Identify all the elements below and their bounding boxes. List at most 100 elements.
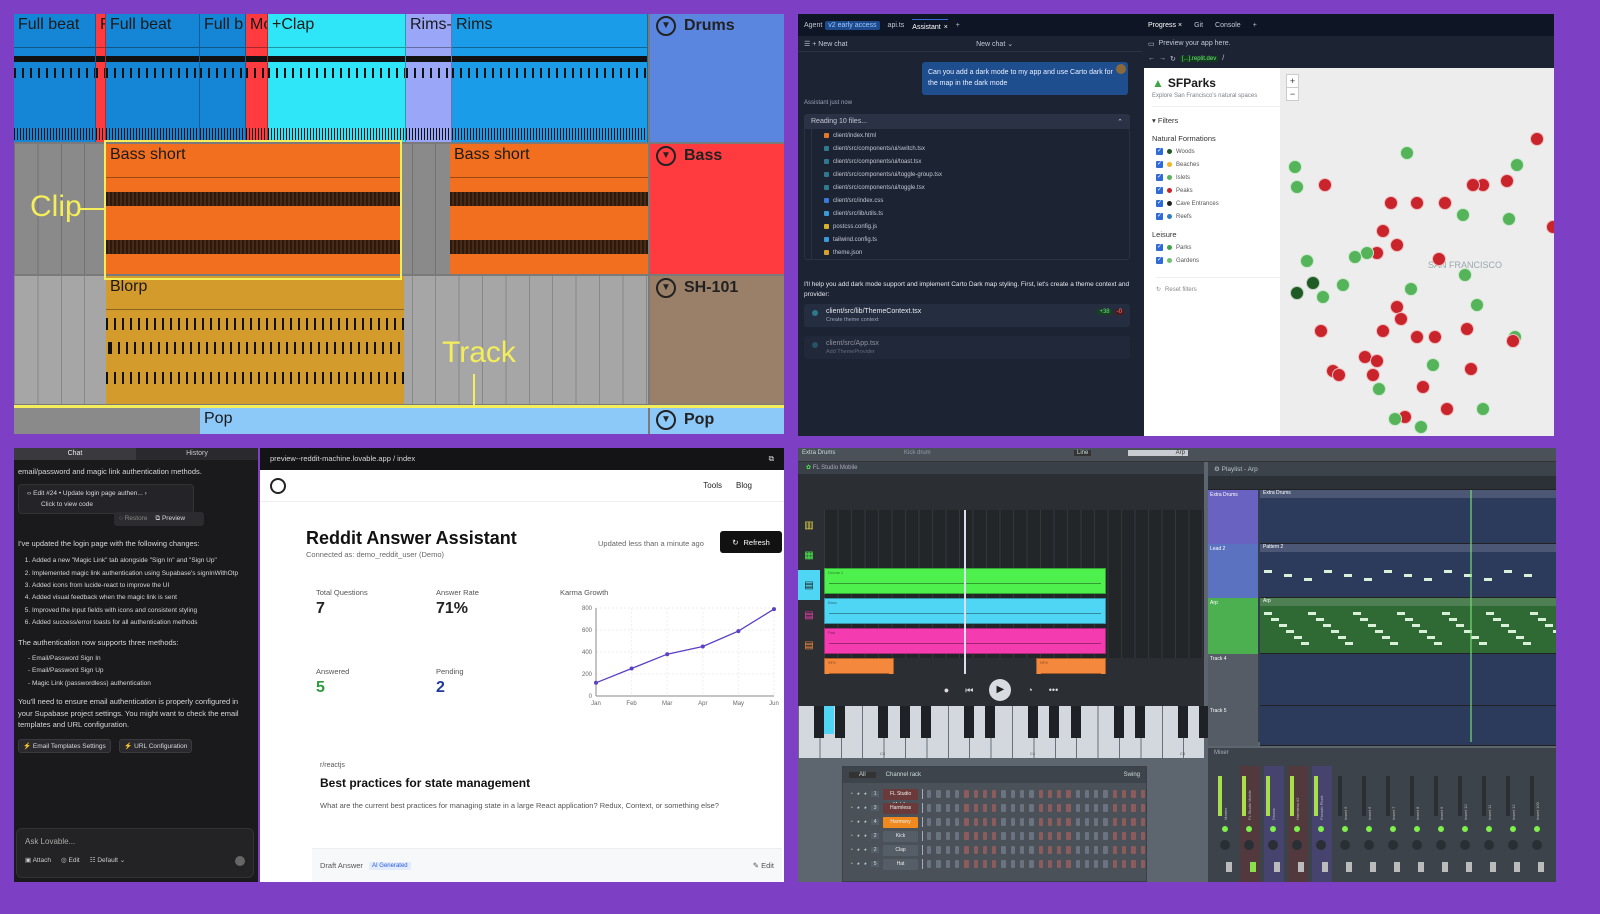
blorp-clip[interactable]: Blorp [106,276,404,404]
step-button[interactable] [1066,846,1071,854]
mixer-channel[interactable]: Insert 12 [1504,766,1524,882]
step-button[interactable] [1103,860,1108,868]
step-button[interactable] [992,818,997,826]
step-button[interactable] [1057,818,1062,826]
step-button[interactable] [1029,860,1034,868]
play-button[interactable]: ▶ [989,679,1012,701]
step-button[interactable] [1103,818,1108,826]
step-button[interactable] [936,832,941,840]
mixer-channel[interactable]: FL Studio Mobile [1240,766,1260,882]
tab-assistant[interactable]: Assistant × [912,19,948,31]
map-marker[interactable] [1470,298,1484,312]
step-button[interactable] [1038,790,1043,798]
edit-card[interactable]: ‹› Edit #24 • Update login page authen..… [18,483,194,514]
step-button[interactable] [954,818,960,826]
map-marker[interactable] [1360,246,1374,260]
step-button[interactable] [1131,860,1136,868]
channel-button[interactable]: Harmony [883,816,918,828]
step-button[interactable] [1047,790,1053,798]
filters-toggle[interactable]: ▾ Filters [1152,116,1179,125]
step-button[interactable] [1047,818,1053,826]
file-item[interactable]: client/src/components/ui/switch.tsx [811,142,1129,155]
mixer-channel[interactable]: Drums [1264,766,1284,882]
step-button[interactable] [1057,846,1062,854]
step-button[interactable] [1122,790,1127,798]
step-button[interactable] [1010,846,1015,854]
step-button[interactable] [1122,846,1127,854]
map[interactable]: + − SAN FRANCISCO [1280,68,1554,436]
step-button[interactable] [945,832,950,840]
rewind-button[interactable]: ⏮ [965,684,974,695]
map-marker[interactable] [1510,158,1524,172]
file-change-card[interactable]: client/src/lib/ThemeContext.tsx Create t… [804,304,1130,327]
step-button[interactable] [1122,818,1127,826]
step-button[interactable] [1112,846,1118,854]
step-button[interactable] [927,860,932,868]
playlist-track-header[interactable]: Track 5 [1208,706,1258,746]
map-marker[interactable] [1426,358,1440,372]
step-button[interactable] [1140,818,1145,826]
mixer-channel[interactable]: Insert 10 [1456,766,1476,882]
map-marker[interactable] [1456,208,1470,222]
track-header-drums[interactable]: ▼ Drums [650,14,784,142]
step-button[interactable] [1131,832,1136,840]
step-button[interactable] [927,846,932,854]
add-tab-icon[interactable]: + [1252,21,1257,29]
step-button[interactable] [1029,818,1034,826]
filter-checkbox[interactable]: ✓ Beaches [1156,161,1200,168]
playlist-track-header[interactable]: Lead 2 [1208,544,1258,598]
mixer-channel[interactable]: Insert 9 [1432,766,1452,882]
step-button[interactable] [936,790,941,798]
step-button[interactable] [1066,832,1071,840]
keys-icon[interactable]: ▤ [804,639,814,651]
step-button[interactable] [1029,804,1034,812]
tab-api-ts[interactable]: api.ts [887,21,905,29]
step-button[interactable] [936,860,941,868]
map-marker[interactable] [1438,196,1452,210]
step-button[interactable] [982,804,988,812]
tempo-button[interactable]: ◔ [1027,685,1033,695]
step-button[interactable] [1084,804,1090,812]
black-key[interactable] [835,706,846,738]
step-button[interactable] [945,790,950,798]
fold-toggle-icon[interactable]: ▼ [656,16,676,36]
step-button[interactable] [973,846,978,854]
zoom-out-button[interactable]: − [1287,87,1298,100]
playlist-lane[interactable]: Extra Drums [1260,490,1556,544]
zoom-in-button[interactable]: + [1289,76,1296,86]
step-button[interactable] [954,846,960,854]
mixer-channel[interactable]: Insert 6 [1360,766,1380,882]
pop-clip[interactable]: Pop [200,408,648,434]
step-button[interactable] [1131,790,1136,798]
map-marker[interactable] [1410,196,1424,210]
mixer-channel[interactable]: Insert 8 [1408,766,1428,882]
step-button[interactable] [945,860,950,868]
map-marker[interactable] [1316,290,1330,304]
mode-dropdown[interactable]: ☷ Default ⌄ [89,857,126,864]
black-key[interactable] [1135,706,1145,738]
mixer-channel[interactable]: Insert 7 [1384,766,1404,882]
file-item[interactable]: postcss.config.js [811,220,1129,233]
drum-clip[interactable]: Rims- [406,14,452,142]
step-button[interactable] [1019,860,1025,868]
step-button[interactable] [1094,804,1099,812]
black-key[interactable] [1199,706,1210,738]
close-icon[interactable]: × [943,24,948,31]
step-button[interactable] [1112,818,1118,826]
swing-slider[interactable]: Swing [1123,772,1140,778]
step-button[interactable] [1038,804,1043,812]
map-marker[interactable] [1390,238,1404,252]
playlist-track-header[interactable]: Arp [1208,598,1258,654]
tab-chat[interactable]: Chat [14,448,136,460]
step-button[interactable] [1112,790,1118,798]
step-button[interactable] [1084,832,1090,840]
filter-checkbox[interactable]: ✓ Woods [1156,148,1195,155]
step-button[interactable] [1084,846,1090,854]
map-marker[interactable] [1370,354,1384,368]
snap-mode-dropdown[interactable]: Line [1074,450,1092,456]
step-button[interactable] [1047,832,1053,840]
email-templates-chip[interactable]: ⚡ Email Templates Settings [18,738,111,753]
record-button[interactable]: ● [943,685,950,695]
playhead[interactable] [964,510,966,674]
more-button[interactable]: ••• [1048,685,1059,695]
